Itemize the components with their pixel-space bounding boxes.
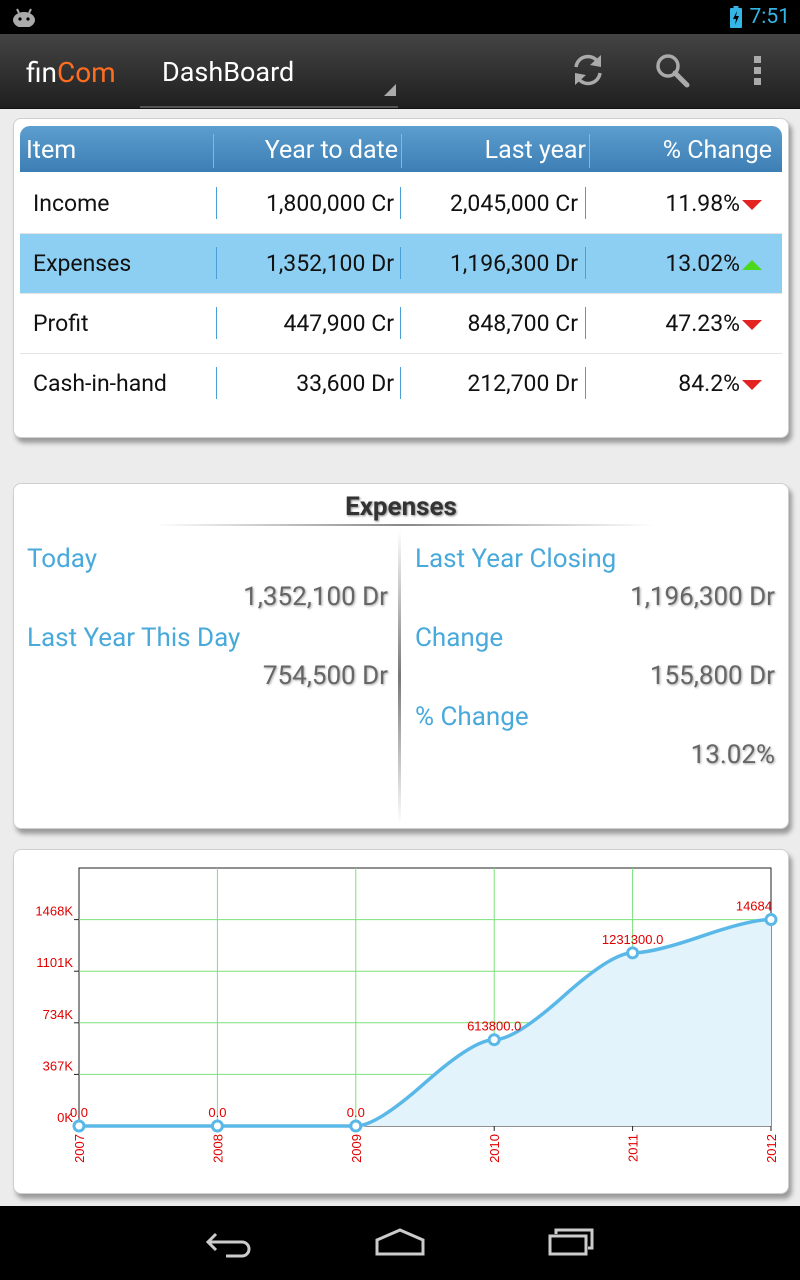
header-percent-change: % Change [662,136,772,165]
y-tick-label: 734K [43,1007,74,1022]
back-icon[interactable] [204,1226,254,1258]
data-point [764,913,778,927]
row-change: 13.02% [665,250,740,277]
trend-down-icon [742,319,762,330]
table-row-selected[interactable]: Expenses 1,352,100 Dr 1,196,300 Dr 13.02… [20,234,782,294]
row-change: 11.98% [665,190,740,217]
row-change: 84.2% [678,370,740,397]
screen-selector-spinner[interactable]: DashBoard [140,34,398,108]
last-year-closing-value: 1,196,300 Dr [630,582,775,612]
row-item: Profit [33,310,89,337]
data-point-label: 0.0 [347,1105,365,1120]
x-tick-label: 2007 [72,1134,87,1163]
percent-change-label: % Change [415,702,529,732]
table-row[interactable]: Profit 447,900 Cr 848,700 Cr 47.23% [20,294,782,354]
y-tick-label: 367K [43,1058,74,1073]
y-tick-label: 1101K [36,955,73,970]
expenses-chart-card: 0K 367K 734K 1101K 1468K 2007 2008 2009 2010 2011… [13,849,789,1194]
row-item: Expenses [33,250,132,277]
row-last-year: 2,045,000 Cr [449,190,578,217]
header-item: Item [26,136,77,165]
data-point [210,1119,224,1133]
percent-change-value: 13.02% [690,740,775,770]
data-point-label: 613800.0 [467,1019,521,1034]
data-point [626,946,640,960]
trend-down-icon [742,379,762,390]
screen-title: DashBoard [162,56,295,88]
today-label: Today [27,544,98,574]
row-item: Income [33,190,110,217]
table-row[interactable]: Cash-in-hand 33,600 Dr 212,700 Dr 84.2% [20,354,782,413]
expenses-trend-chart: 0K 367K 734K 1101K 1468K 2007 2008 2009 2010 2011… [35,867,779,1163]
y-tick-label: 0K [57,1110,73,1125]
row-ytd: 1,800,000 Cr [265,190,394,217]
expenses-title: Expenses [345,492,457,522]
trend-down-icon [742,199,762,210]
series-line [79,917,772,1128]
x-tick-label: 2012 [764,1134,779,1163]
table-header: Item Year to date Last year % Change [20,126,782,172]
change-value: 155,800 Dr [649,661,775,691]
header-year-to-date: Year to date [264,136,398,165]
row-ytd: 447,900 Cr [283,310,394,337]
y-tick-label: 1468K [35,904,73,919]
data-point [349,1119,363,1133]
summary-table-card: Item Year to date Last year % Change Inc… [13,118,789,438]
refresh-icon[interactable] [568,50,608,90]
row-change: 47.23% [665,310,740,337]
row-last-year: 848,700 Cr [467,310,578,337]
data-point-label: 0.0 [208,1105,226,1120]
x-tick-label: 2011 [626,1134,641,1162]
overflow-menu-icon[interactable] [738,50,778,90]
row-ytd: 1,352,100 Dr [265,250,394,277]
row-item: Cash-in-hand [33,370,167,397]
logo-fin-text: fin [26,56,57,89]
x-tick-label: 2010 [487,1134,502,1163]
battery-charging-icon [730,6,742,28]
expenses-detail-card: Expenses Today 1,352,100 Dr Last Year Th… [13,483,789,829]
android-notification-icon [13,8,35,27]
last-year-this-day-value: 754,500 Dr [262,661,388,691]
data-point-label: 14684 [736,899,772,914]
recent-apps-icon[interactable] [546,1226,596,1258]
dropdown-corner-icon [384,84,396,96]
today-value: 1,352,100 Dr [243,582,388,612]
status-time: 7:51 [749,5,791,29]
row-last-year: 1,196,300 Dr [449,250,578,277]
table-row[interactable]: Income 1,800,000 Cr 2,045,000 Cr 11.98% [20,174,782,234]
header-last-year: Last year [484,136,586,165]
action-bar: finCom DashBoard [0,34,800,109]
series-area [79,919,771,1126]
search-icon[interactable] [652,50,692,90]
trend-up-icon [742,259,762,270]
x-tick-label: 2009 [349,1134,364,1163]
last-year-closing-label: Last Year Closing [415,544,617,574]
data-point-label: 0.0 [70,1105,88,1120]
home-icon[interactable] [374,1226,426,1258]
x-tick-label: 2008 [210,1134,225,1163]
system-navigation-bar [0,1206,800,1280]
data-point [487,1033,501,1047]
row-ytd: 33,600 Dr [296,370,394,397]
data-point-label: 1231300.0 [602,932,663,947]
row-last-year: 212,700 Dr [467,370,578,397]
change-label: Change [415,623,504,653]
data-point [72,1119,86,1133]
status-bar: 7:51 [0,0,800,34]
app-logo[interactable]: finCom [26,56,116,89]
last-year-this-day-label: Last Year This Day [27,623,241,653]
logo-com-text: Com [56,56,116,89]
